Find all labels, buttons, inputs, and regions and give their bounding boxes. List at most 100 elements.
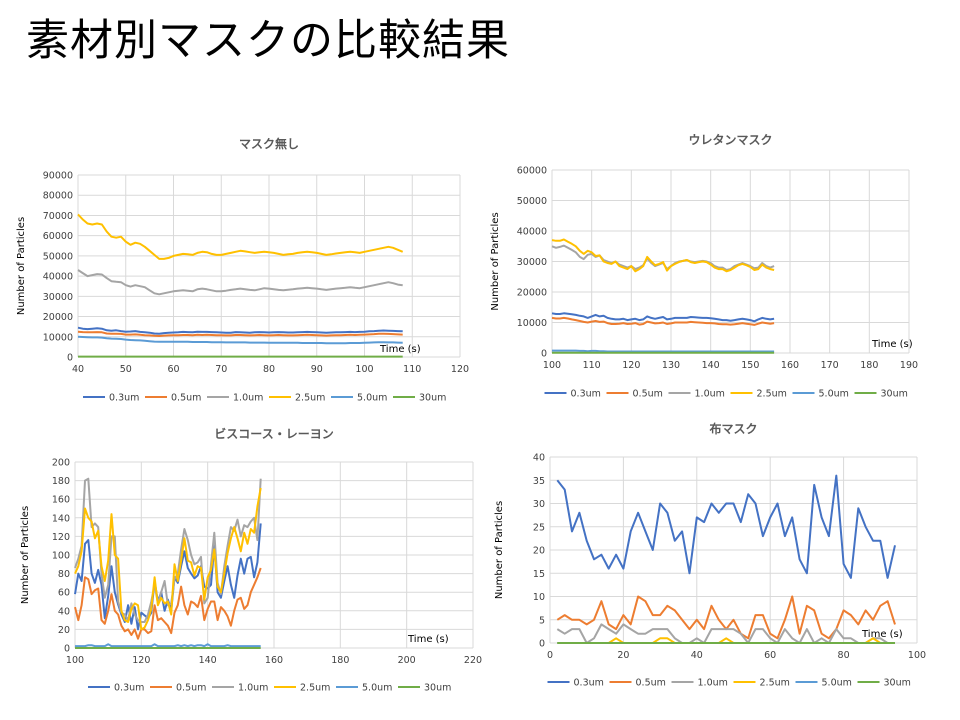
y-tick-label: 70000	[43, 211, 73, 222]
y-tick-label: 20	[533, 546, 545, 557]
series-line-0_3um	[77, 326, 403, 335]
x-tick-label: 120	[622, 360, 640, 371]
y-tick-label: 80000	[43, 191, 73, 202]
y-axis-label: Number of Particles	[16, 217, 27, 315]
x-tick-label: 140	[199, 655, 217, 666]
legend-label: 0.5um	[633, 389, 663, 400]
x-tick-label: 180	[331, 655, 349, 666]
x-tick-label: 110	[403, 364, 421, 375]
y-tick-label: 40	[58, 606, 70, 617]
y-tick-label: 50000	[517, 196, 547, 207]
series-line-0_5um	[74, 567, 262, 640]
chart-title: 布マスク	[709, 421, 757, 436]
legend-label: 0.5um	[636, 678, 666, 689]
series-line-0_5um	[551, 316, 775, 326]
chart-urethane-mask: ウレタンマスク 0 10000 20000 30000 40000 50000 60000 10…	[490, 133, 918, 400]
y-tick-label: 0	[539, 639, 545, 650]
x-tick-label: 100	[543, 360, 561, 371]
x-tick-label: 100	[355, 364, 373, 375]
chart-no-mask: マスク無し 0 10000 20000 30000 40000 50000 60000 7000…	[16, 136, 469, 404]
y-tick-label: 100	[52, 551, 70, 562]
legend-label: 30um	[884, 678, 911, 689]
y-tick-label: 10	[533, 592, 545, 603]
x-tick-label: 90	[311, 364, 323, 375]
chart-title: マスク無し	[239, 136, 299, 151]
x-tick-label: 200	[398, 655, 416, 666]
x-tick-label: 140	[702, 360, 720, 371]
x-tick-label: 80	[838, 650, 850, 661]
series-line-2_5um	[77, 213, 404, 260]
x-tick-label: 20	[617, 650, 629, 661]
x-axis-label: Time (s)	[871, 339, 913, 350]
series-line-5_0um	[77, 335, 403, 345]
series-line-5_0um	[552, 349, 775, 353]
slide-title: 素材別マスクの比較結果	[26, 16, 510, 66]
x-tick-label: 190	[900, 360, 918, 371]
x-tick-label: 60	[167, 364, 179, 375]
legend-label: 0.3um	[571, 389, 601, 400]
y-tick-label: 0	[64, 644, 70, 655]
y-tick-label: 60000	[517, 166, 547, 177]
y-axis-label: Number of Particles	[490, 212, 501, 310]
legend-label: 5.0um	[819, 389, 849, 400]
y-tick-label: 0	[541, 349, 547, 360]
y-tick-label: 15	[533, 569, 545, 580]
y-tick-label: 10000	[517, 318, 547, 329]
x-tick-label: 40	[72, 364, 84, 375]
legend-label: 2.5um	[760, 678, 790, 689]
y-tick-label: 30	[533, 499, 545, 510]
y-tick-label: 140	[52, 513, 70, 524]
series-line-2_5um	[551, 238, 775, 273]
x-tick-label: 150	[741, 360, 759, 371]
series-line-0_5um	[556, 595, 896, 640]
legend-label: 2.5um	[757, 389, 787, 400]
y-tick-label: 25	[533, 522, 545, 533]
x-axis-label: Time (s)	[407, 634, 449, 645]
x-tick-label: 80	[263, 364, 275, 375]
series-line-1_0um	[556, 623, 895, 644]
series-line-0_5um	[77, 330, 403, 337]
legend-label: 5.0um	[362, 683, 392, 694]
x-tick-label: 100	[66, 655, 84, 666]
chart-title: ウレタンマスク	[688, 133, 772, 147]
x-tick-label: 160	[265, 655, 283, 666]
legend-label: 5.0um	[822, 678, 852, 689]
y-tick-label: 20000	[43, 312, 73, 323]
legend-label: 0.5um	[171, 393, 201, 404]
y-axis-label: Number of Particles	[20, 506, 31, 604]
y-tick-label: 40000	[517, 227, 547, 238]
legend-label: 0.3um	[574, 678, 604, 689]
x-axis-label: Time (s)	[861, 629, 903, 640]
y-tick-label: 40	[533, 453, 545, 464]
y-tick-label: 40000	[43, 272, 73, 283]
y-tick-label: 120	[52, 532, 70, 543]
legend-label: 1.0um	[233, 393, 263, 404]
legend-label: 2.5um	[295, 393, 325, 404]
legend-label: 0.3um	[114, 683, 144, 694]
legend-label: 30um	[881, 389, 908, 400]
x-tick-label: 130	[662, 360, 680, 371]
x-tick-label: 40	[691, 650, 703, 661]
y-tick-label: 200	[52, 458, 70, 469]
y-tick-label: 80	[58, 569, 70, 580]
y-tick-label: 20000	[517, 288, 547, 299]
legend-label: 30um	[424, 683, 451, 694]
series-line-5_0um	[75, 643, 261, 648]
legend-label: 1.0um	[238, 683, 268, 694]
y-tick-label: 90000	[43, 171, 73, 182]
series-line-0_3um	[551, 312, 775, 323]
chart-title: ビスコース・レーヨン	[214, 426, 333, 441]
x-tick-label: 60	[764, 650, 776, 661]
y-tick-label: 50000	[43, 251, 73, 262]
y-tick-label: 20	[58, 625, 70, 636]
y-tick-label: 180	[52, 476, 70, 487]
y-tick-label: 30000	[43, 292, 73, 303]
legend-label: 2.5um	[300, 683, 330, 694]
x-tick-label: 70	[215, 364, 227, 375]
legend-label: 0.5um	[176, 683, 206, 694]
series-line-0_3um	[556, 474, 896, 579]
x-tick-label: 50	[120, 364, 132, 375]
series-line-2_5um	[74, 487, 262, 631]
x-tick-label: 170	[821, 360, 839, 371]
chart-cloth-mask: 布マスク 0 5 10 15 20 25 30 35 40 0 20 40 60 80 100 Number o…	[494, 421, 926, 689]
